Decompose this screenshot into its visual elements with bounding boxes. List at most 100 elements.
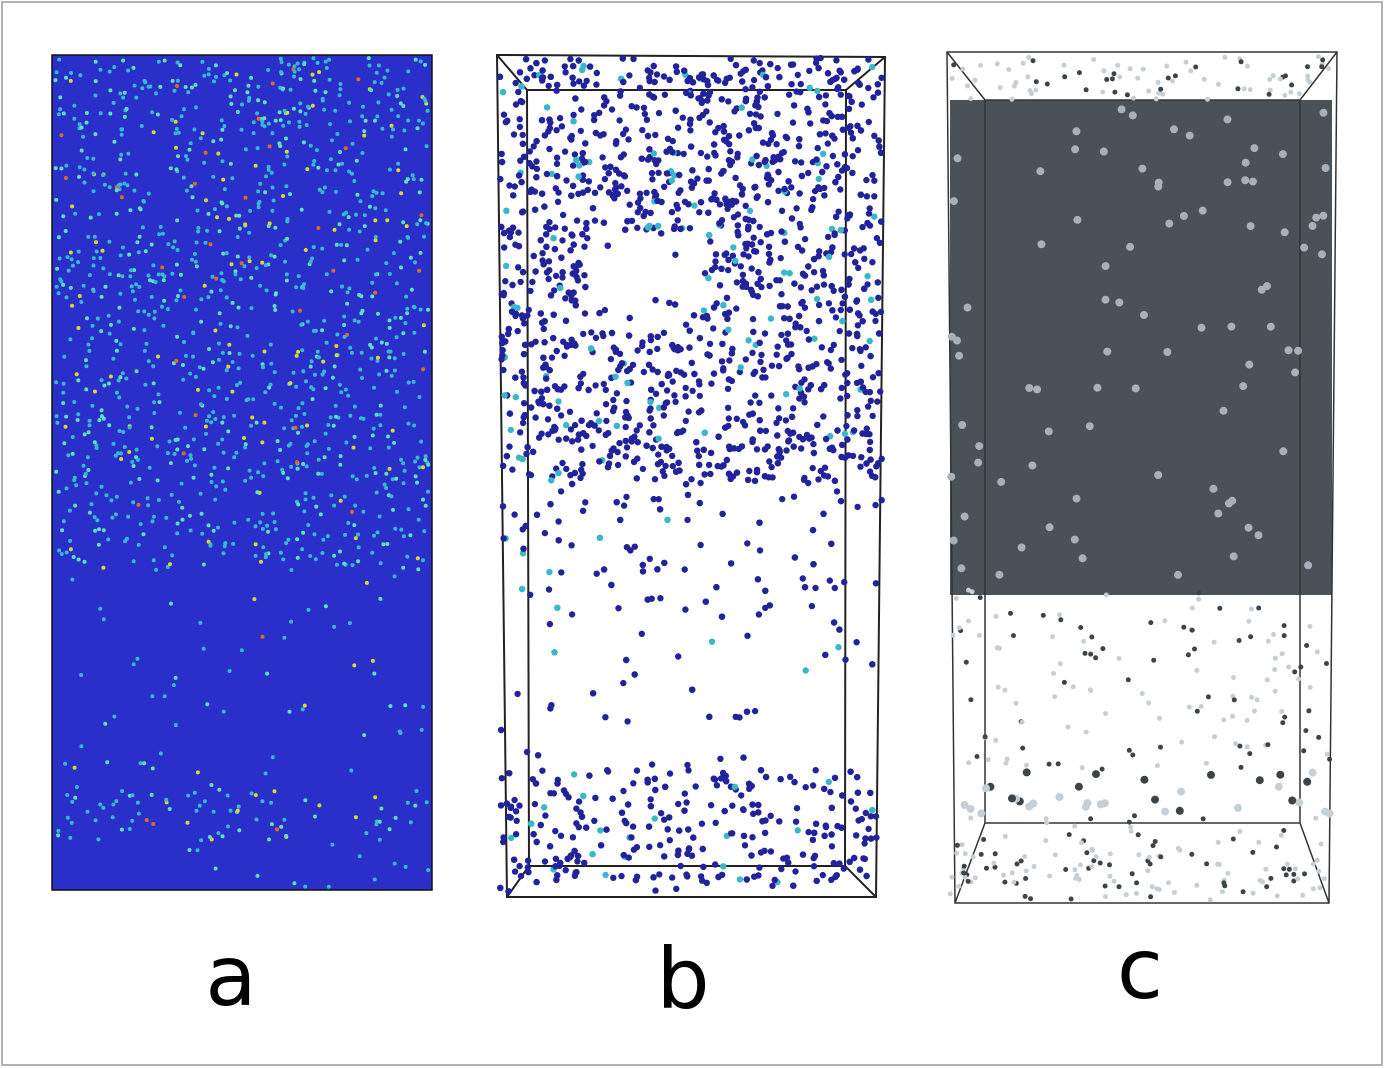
atom bbox=[865, 84, 872, 92]
atom bbox=[1033, 385, 1042, 394]
atom bbox=[281, 86, 286, 91]
atom bbox=[546, 843, 554, 850]
atom bbox=[168, 562, 172, 567]
atom bbox=[418, 250, 423, 255]
atom bbox=[810, 449, 818, 457]
atom bbox=[254, 817, 259, 822]
atom bbox=[220, 479, 225, 484]
atom bbox=[960, 512, 969, 521]
atom bbox=[953, 595, 959, 601]
atom bbox=[706, 89, 714, 96]
atom bbox=[73, 503, 78, 508]
atom bbox=[707, 802, 715, 809]
atom bbox=[846, 275, 853, 283]
atom bbox=[674, 217, 681, 224]
atom bbox=[374, 822, 379, 827]
atom bbox=[211, 410, 216, 414]
atom bbox=[193, 413, 198, 418]
atom bbox=[224, 396, 229, 401]
atom bbox=[651, 476, 659, 483]
atom bbox=[500, 229, 508, 237]
atom bbox=[775, 187, 782, 194]
atom bbox=[94, 491, 99, 496]
atom bbox=[563, 177, 570, 184]
atom bbox=[785, 437, 793, 444]
atom bbox=[1312, 213, 1321, 222]
atom bbox=[955, 351, 964, 360]
atom bbox=[1279, 447, 1288, 456]
atom bbox=[1179, 211, 1188, 220]
atom bbox=[747, 399, 754, 406]
atom bbox=[502, 118, 510, 126]
atom bbox=[515, 264, 522, 271]
atom bbox=[833, 872, 840, 879]
atom bbox=[792, 868, 799, 875]
atom bbox=[210, 360, 215, 365]
atom bbox=[1045, 523, 1054, 532]
atom bbox=[249, 423, 254, 428]
atom bbox=[239, 648, 244, 653]
atom bbox=[688, 184, 696, 191]
atom bbox=[137, 234, 142, 239]
atom bbox=[596, 309, 603, 317]
atom bbox=[142, 78, 147, 83]
atom bbox=[716, 220, 723, 227]
atom bbox=[140, 86, 145, 91]
atom bbox=[178, 410, 182, 415]
atom bbox=[156, 498, 161, 502]
atom bbox=[128, 208, 133, 213]
atom bbox=[301, 369, 306, 374]
atom bbox=[417, 190, 422, 195]
atom bbox=[56, 235, 61, 240]
atom bbox=[214, 276, 219, 281]
atom bbox=[328, 415, 333, 420]
atom bbox=[272, 520, 277, 524]
atom bbox=[869, 661, 876, 668]
atom bbox=[150, 519, 155, 524]
atom bbox=[546, 145, 553, 153]
atom bbox=[192, 463, 197, 468]
atom bbox=[680, 150, 687, 158]
atom bbox=[72, 116, 77, 121]
atom bbox=[697, 199, 705, 206]
atom bbox=[648, 169, 656, 177]
atom bbox=[872, 813, 880, 820]
atom bbox=[580, 82, 588, 89]
atom bbox=[825, 300, 833, 307]
atom bbox=[79, 744, 84, 749]
atom bbox=[255, 873, 260, 878]
atom bbox=[713, 782, 721, 789]
atom bbox=[834, 85, 841, 93]
atom bbox=[960, 66, 966, 72]
atom bbox=[218, 321, 223, 326]
atom bbox=[689, 79, 697, 86]
atom bbox=[347, 100, 352, 105]
atom bbox=[501, 244, 508, 251]
atom bbox=[1008, 610, 1013, 616]
atom bbox=[518, 83, 525, 90]
atom bbox=[54, 414, 59, 419]
atom bbox=[744, 226, 752, 233]
atom bbox=[423, 454, 428, 459]
atom bbox=[179, 114, 184, 119]
atom bbox=[669, 452, 676, 460]
atom bbox=[249, 306, 254, 311]
atom bbox=[189, 456, 194, 461]
atom bbox=[361, 509, 366, 514]
atom bbox=[968, 815, 974, 821]
atom bbox=[1100, 646, 1106, 652]
simulation-box bbox=[946, 51, 1338, 904]
atom bbox=[676, 467, 683, 474]
atom bbox=[196, 229, 201, 234]
atom bbox=[507, 426, 514, 434]
atom bbox=[1204, 861, 1210, 867]
atom bbox=[82, 559, 87, 564]
atom bbox=[98, 606, 103, 611]
atom bbox=[815, 301, 823, 309]
atom bbox=[330, 375, 335, 380]
atom bbox=[362, 224, 367, 229]
atom bbox=[226, 824, 230, 829]
atom bbox=[216, 341, 221, 346]
atom bbox=[533, 59, 540, 67]
atom bbox=[774, 432, 781, 439]
